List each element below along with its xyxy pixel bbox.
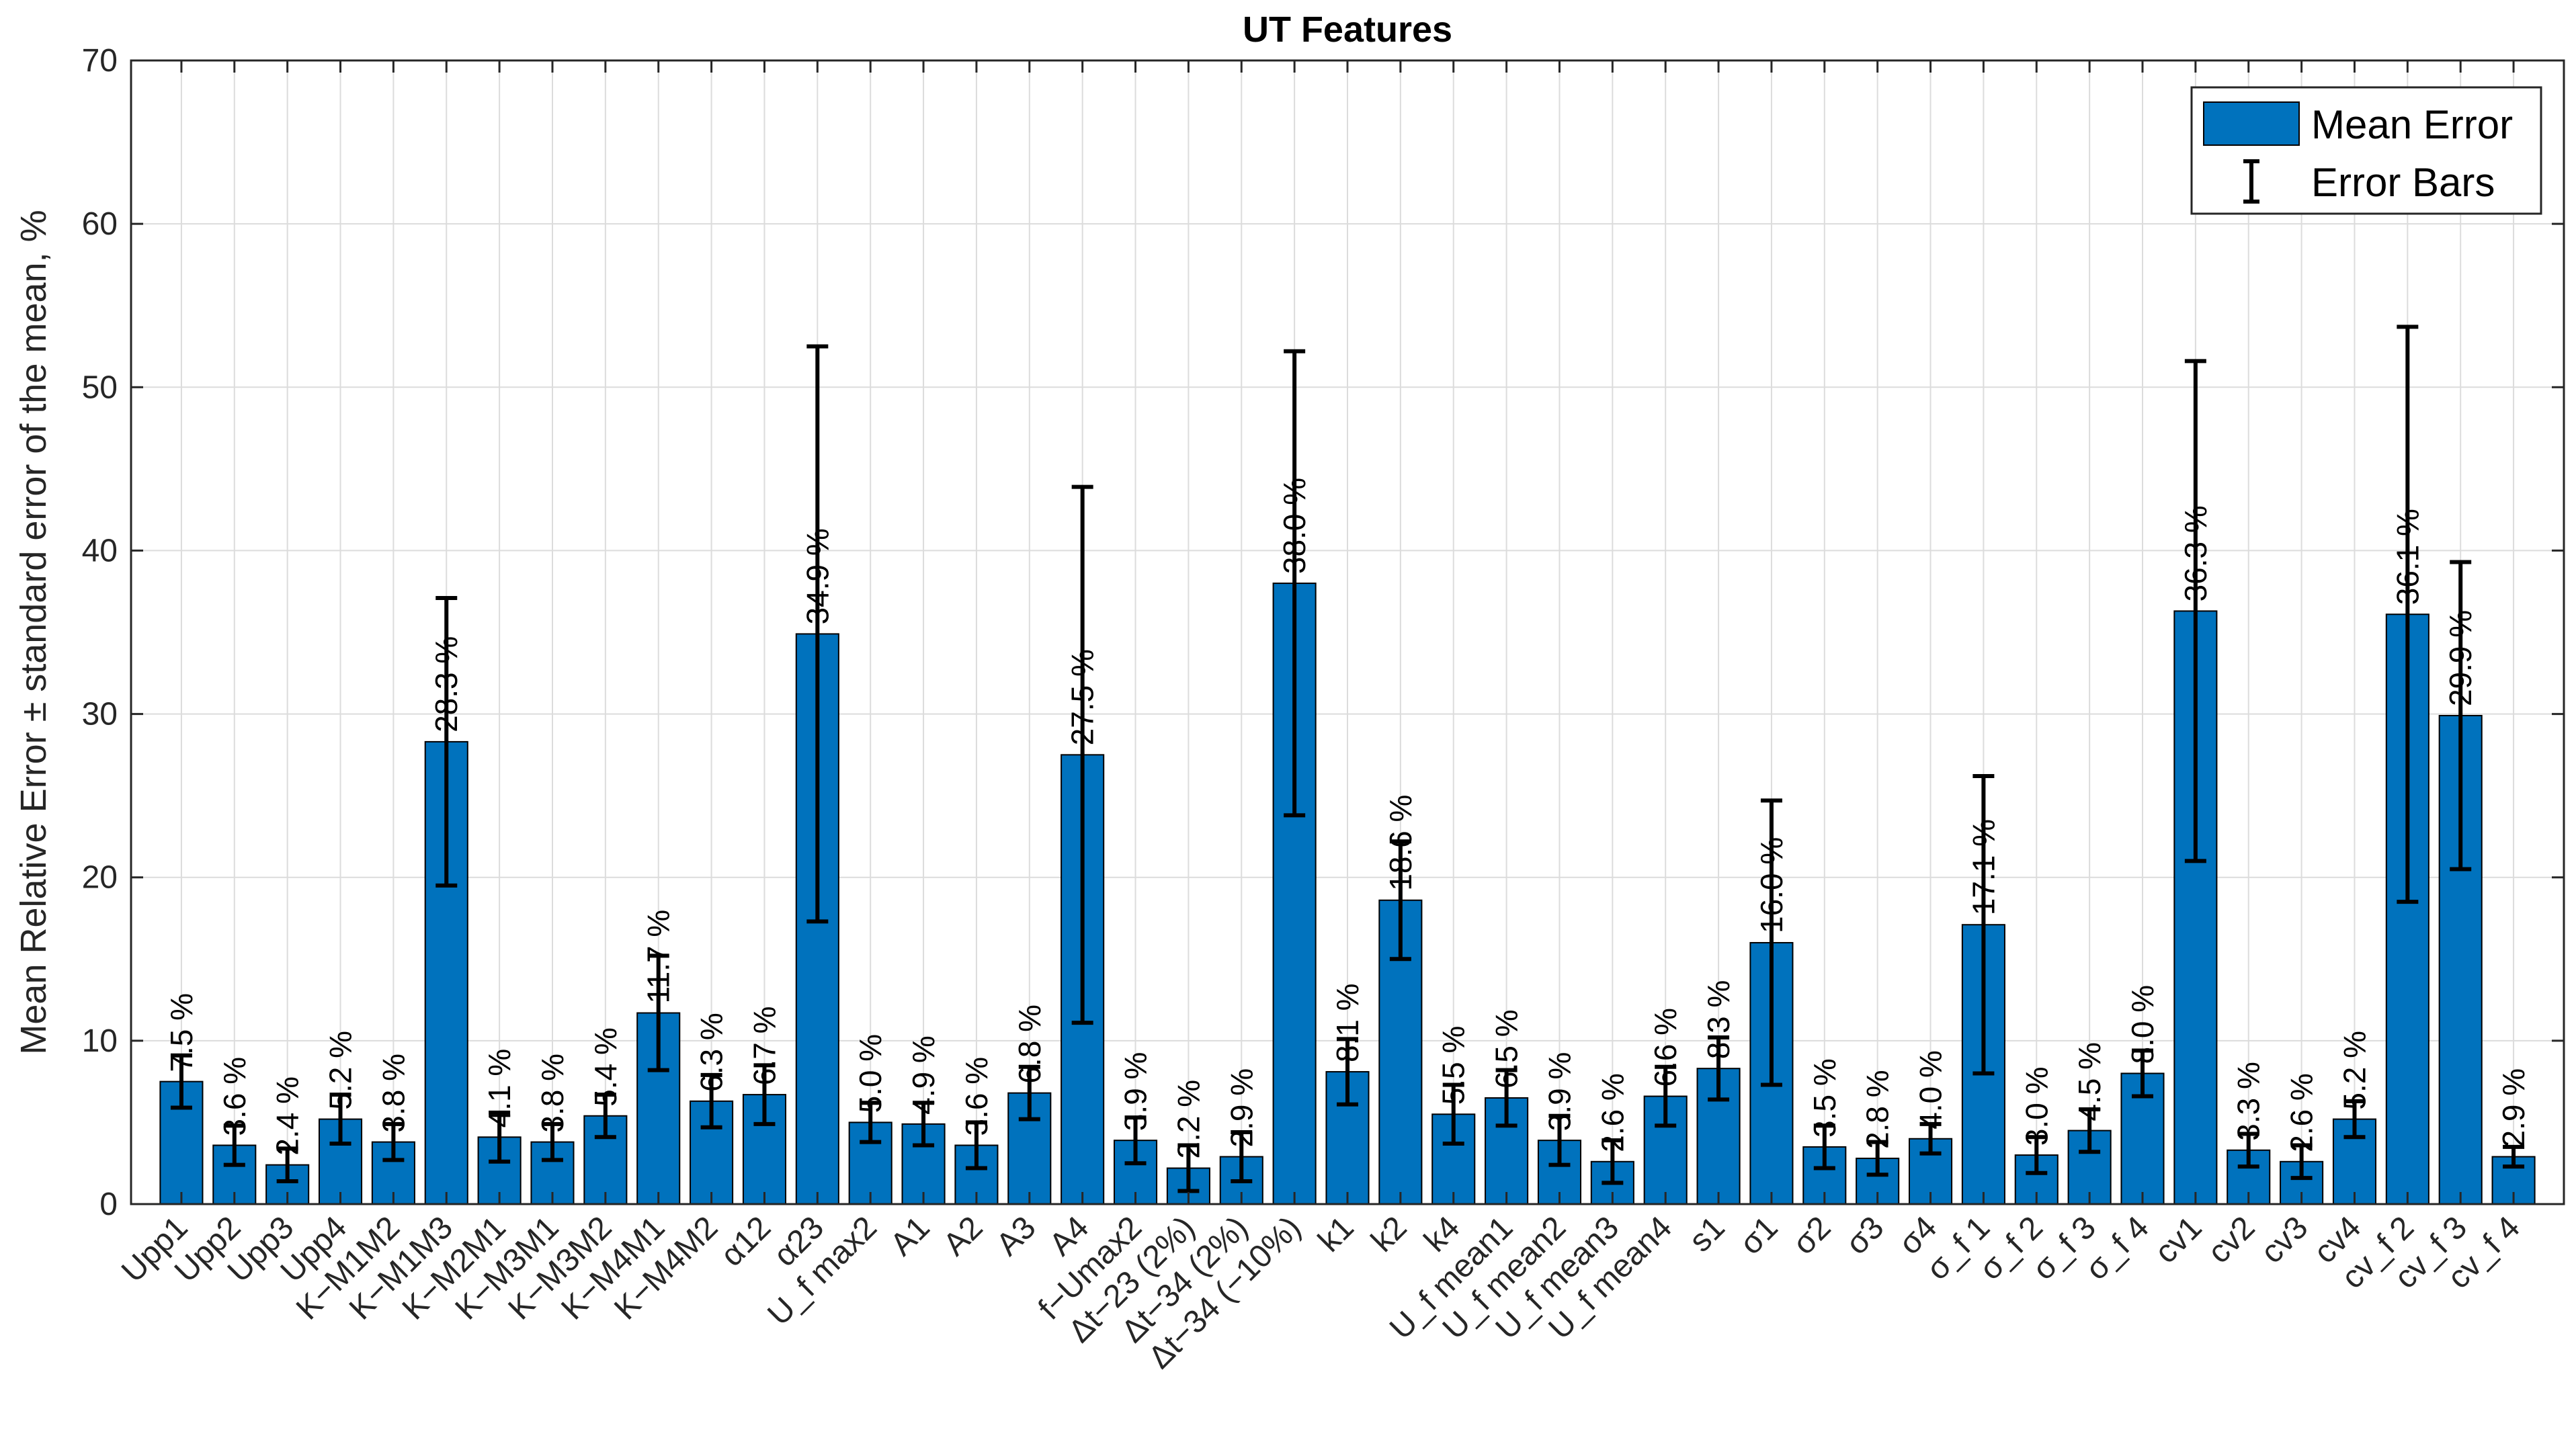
data-label: 38.0 % [1277,478,1312,574]
data-label: 2.9 % [2496,1068,2531,1148]
data-label: 27.5 % [1065,649,1100,745]
y-axis: 0 10 20 30 40 50 60 70 [82,43,2564,1222]
data-label: 6.3 % [694,1013,729,1092]
data-label: 3.8 % [376,1054,411,1133]
data-label: 5.4 % [588,1027,623,1107]
data-label: 4.5 % [2072,1042,2107,1121]
y-tick-label: 10 [82,1023,118,1059]
data-label: 3.8 % [535,1054,570,1133]
data-label: 5.0 % [853,1034,888,1113]
data-label: 2.4 % [270,1076,305,1156]
data-label: 2.9 % [1224,1068,1259,1148]
data-label: 3.3 % [2231,1062,2266,1141]
legend-bar-swatch [2203,101,2300,146]
data-label: 2.8 % [1860,1070,1895,1149]
y-tick-label: 60 [82,206,118,242]
data-label: 2.2 % [1171,1080,1206,1159]
y-tick-label: 50 [82,370,118,405]
data-label: 17.1 % [1966,819,2001,915]
data-label: 3.9 % [1542,1052,1577,1132]
data-label: 8.1 % [1330,983,1365,1062]
data-label: 2.6 % [1595,1073,1630,1152]
data-label: 6.6 % [1648,1008,1683,1087]
data-label: 34.9 % [800,528,835,624]
data-label: 11.7 % [641,910,676,1004]
y-tick-label: 30 [82,697,118,732]
data-label: 29.9 % [2443,610,2478,706]
data-label: 28.3 % [429,636,464,732]
data-label: 36.1 % [2390,509,2425,605]
y-axis-label: Mean Relative Error ± standard error of … [13,210,54,1054]
data-label: 6.7 % [747,1006,782,1085]
data-label: 3.0 % [2019,1066,2054,1146]
data-label: 6.5 % [1489,1009,1524,1089]
data-label: 3.6 % [217,1057,252,1136]
data-label: 3.5 % [1807,1058,1842,1138]
y-tick-label: 0 [99,1187,118,1222]
data-label: 5.2 % [323,1031,358,1110]
data-label: 7.5 % [164,993,199,1072]
legend: Mean Error Error Bars [2190,86,2542,215]
data-label: 4.0 % [1913,1050,1948,1130]
data-label: 16.0 % [1754,837,1789,933]
data-label: 3.6 % [959,1057,994,1136]
data-label: 4.9 % [906,1035,941,1115]
legend-mean-error: Mean Error [2311,102,2513,147]
data-label: 36.3 % [2178,505,2213,601]
y-tick-label: 70 [82,43,118,79]
data-label: 5.2 % [2337,1031,2372,1110]
data-label: 18.6 % [1383,795,1418,891]
chart-title: UT Features [1243,9,1452,50]
data-label: 8.3 % [1701,980,1736,1060]
data-label: 2.6 % [2284,1073,2319,1152]
data-label: 5.5 % [1436,1026,1471,1105]
data-label: 3.9 % [1118,1052,1153,1132]
data-label: 8.0 % [2125,985,2160,1064]
legend-error-bars: Error Bars [2311,160,2495,205]
y-tick-label: 20 [82,860,118,896]
y-tick-label: 40 [82,533,118,568]
error-bars [170,325,2525,1193]
data-label: 6.8 % [1012,1005,1047,1084]
data-labels: 7.5 % 3.6 % 2.4 % 5.2 % 3.8 % 28.3 % 4.1 % 3.8 … [164,478,2531,1159]
legend-error-bar-icon [2243,159,2259,204]
data-label: 4.1 % [482,1049,517,1128]
